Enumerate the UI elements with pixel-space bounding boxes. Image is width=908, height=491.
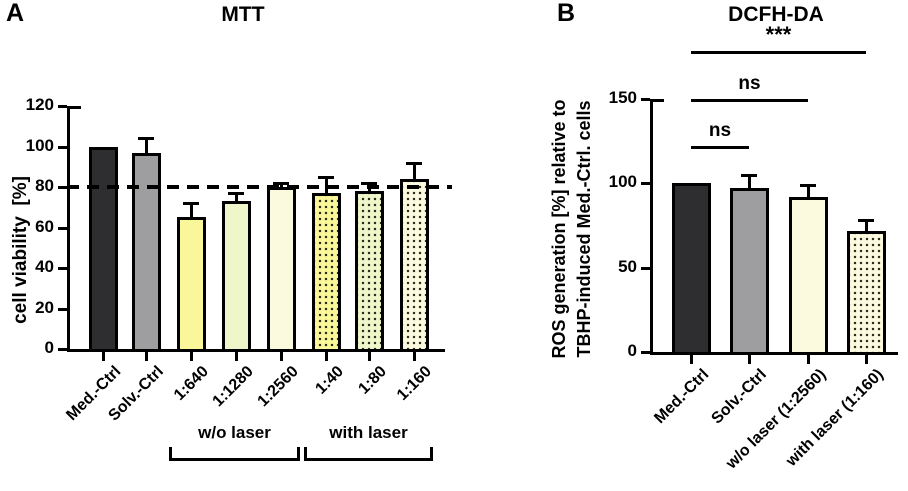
reference-line xyxy=(67,185,452,189)
bar xyxy=(221,201,251,352)
y-axis-top-cap xyxy=(650,99,664,102)
sig-label: ns xyxy=(708,120,732,141)
bracket-label: w/o laser xyxy=(198,423,271,442)
error-bar-cap xyxy=(273,181,289,185)
y-tick xyxy=(641,351,650,354)
y-tick-label: 50 xyxy=(618,256,637,276)
x-tick xyxy=(144,352,148,361)
error-bar-cap xyxy=(741,173,757,177)
error-bar-cap xyxy=(138,137,154,141)
error-bar-cap xyxy=(318,175,334,179)
y-tick xyxy=(641,98,650,101)
y-tick xyxy=(58,307,67,311)
bar xyxy=(788,196,828,355)
error-bar-cap xyxy=(858,219,874,223)
sig-label: ns xyxy=(738,73,761,94)
bar xyxy=(729,188,769,355)
bar xyxy=(671,183,711,355)
x-axis-line xyxy=(650,352,898,355)
y-tick-label: 0 xyxy=(44,338,54,357)
error-bar-stem xyxy=(367,182,371,197)
bar-label: 1:1280 xyxy=(209,363,258,411)
y-axis-line xyxy=(67,106,70,352)
y-tick xyxy=(58,226,67,230)
y-tick xyxy=(58,267,67,270)
x-tick xyxy=(101,352,105,361)
bar xyxy=(266,187,296,352)
bar xyxy=(846,230,886,355)
error-bar-stem xyxy=(412,162,416,184)
x-tick xyxy=(234,352,238,361)
bar xyxy=(88,146,118,352)
error-bar-stem xyxy=(864,220,868,236)
panel-b-letter: B xyxy=(557,0,576,27)
x-tick xyxy=(279,352,283,361)
bar-label: 1:640 xyxy=(171,363,213,404)
y-tick-label: 80 xyxy=(35,176,54,195)
y-tick-label: 20 xyxy=(35,297,54,317)
y-tick xyxy=(641,266,650,270)
y-axis-line xyxy=(650,99,653,355)
sig-line xyxy=(691,51,866,54)
y-tick-label: 150 xyxy=(608,88,637,107)
bar-label: 1:2560 xyxy=(254,363,303,411)
y-axis-top-cap xyxy=(67,106,81,109)
x-axis-line xyxy=(67,349,445,352)
panel-a-title: MTT xyxy=(221,3,265,26)
panel-a-letter: A xyxy=(6,0,25,27)
bar xyxy=(311,193,341,352)
bar-label: Solv.-Ctrl xyxy=(708,366,771,428)
y-tick xyxy=(58,186,67,189)
x-tick xyxy=(189,352,193,361)
x-tick xyxy=(689,355,693,364)
x-tick xyxy=(747,355,751,364)
panel-b-title: DCFH-DA xyxy=(728,3,824,26)
bar-label: Med.-Ctrl xyxy=(650,366,713,428)
group-bracket xyxy=(304,447,433,461)
y-tick-label: 120 xyxy=(25,95,54,114)
sig-line xyxy=(691,146,749,149)
y-tick xyxy=(58,105,67,108)
y-tick-label: 100 xyxy=(608,172,637,192)
x-tick xyxy=(324,352,328,361)
error-bar-stem xyxy=(234,193,238,207)
bar-label: 1:80 xyxy=(355,363,391,398)
group-bracket xyxy=(169,447,300,461)
y-tick xyxy=(58,145,67,149)
bar xyxy=(131,152,161,352)
bar-label: w/o laser (1:2560) xyxy=(722,366,830,473)
x-tick xyxy=(864,355,868,364)
bar-label: 1:160 xyxy=(394,363,436,404)
sig-label: *** xyxy=(765,22,792,47)
error-bar-stem xyxy=(144,138,148,158)
error-bar-stem xyxy=(747,174,751,194)
bar-label: 1:40 xyxy=(312,363,348,398)
x-tick xyxy=(412,352,416,361)
x-tick xyxy=(806,355,810,364)
y-tick xyxy=(58,348,67,351)
error-bar-stem xyxy=(806,185,810,202)
error-bar-cap xyxy=(361,181,377,185)
y-tick-label: 40 xyxy=(35,257,54,276)
error-bar-cap xyxy=(800,184,816,188)
y-tick xyxy=(641,182,650,186)
error-bar-stem xyxy=(189,203,193,223)
bracket-label: with laser xyxy=(329,423,408,442)
y-tick-label: 60 xyxy=(35,216,54,236)
bar xyxy=(354,191,384,352)
y-tick-label: 100 xyxy=(25,135,54,155)
error-bar-cap xyxy=(406,161,422,165)
bar xyxy=(176,217,206,352)
x-tick xyxy=(367,352,371,361)
sig-line xyxy=(691,99,808,102)
bar xyxy=(399,178,429,352)
error-bar-cap xyxy=(228,192,244,196)
y-tick-label: 0 xyxy=(627,341,637,360)
bar-label: with laser (1:160) xyxy=(783,366,888,470)
error-bar-cap xyxy=(183,202,199,206)
